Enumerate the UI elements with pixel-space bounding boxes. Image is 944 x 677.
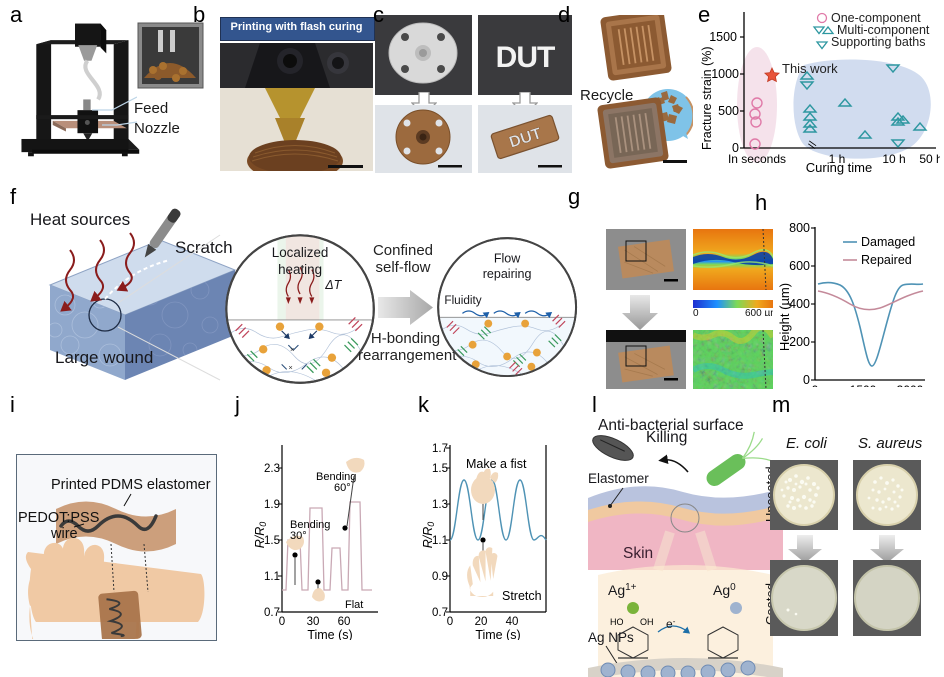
svg-text:Repaired: Repaired	[861, 253, 912, 267]
svg-text:HO: HO	[610, 617, 624, 627]
svg-text:In seconds: In seconds	[728, 152, 786, 166]
svg-text:10 h: 10 h	[882, 152, 905, 166]
svg-text:0.7: 0.7	[432, 607, 448, 619]
svg-text:1500: 1500	[709, 30, 737, 44]
svg-text:Printed PDMS elastomer: Printed PDMS elastomer	[51, 477, 211, 493]
svg-text:Fluidity: Fluidity	[444, 294, 481, 307]
svg-text:ΔT: ΔT	[324, 278, 342, 292]
svg-text:1.9: 1.9	[264, 499, 280, 511]
svg-text:Supporting baths: Supporting baths	[831, 35, 926, 49]
svg-text:Time (s): Time (s)	[475, 628, 520, 640]
svg-text:0: 0	[279, 616, 285, 628]
svg-text:1.7: 1.7	[432, 443, 448, 455]
svg-text:800: 800	[789, 222, 810, 235]
svg-text:0.9: 0.9	[432, 571, 448, 583]
svg-text:Height (µm): Height (µm)	[777, 283, 792, 351]
svg-text:Elastomer: Elastomer	[588, 471, 649, 486]
svg-text:Localized: Localized	[272, 245, 329, 260]
svg-text:1000: 1000	[711, 67, 739, 81]
svg-text:60°: 60°	[334, 482, 351, 494]
svg-text:Stretch: Stretch	[502, 589, 542, 603]
svg-text:600 µm: 600 µm	[745, 308, 773, 316]
svg-text:Recycle: Recycle	[580, 87, 633, 104]
svg-text:3000: 3000	[897, 383, 924, 387]
svg-text:600: 600	[789, 259, 810, 273]
svg-text:Heat sources: Heat sources	[30, 210, 130, 229]
svg-text:×: ×	[290, 345, 294, 354]
svg-text:60: 60	[338, 616, 351, 628]
svg-text:R/R0: R/R0	[421, 522, 436, 549]
svg-text:1.3: 1.3	[432, 499, 448, 511]
svg-text:Flow: Flow	[494, 251, 521, 265]
svg-text:wire: wire	[50, 526, 78, 542]
svg-text:0: 0	[812, 383, 819, 387]
svg-text:30°: 30°	[290, 530, 307, 542]
svg-text:40: 40	[506, 616, 519, 628]
svg-text:OH: OH	[640, 617, 654, 627]
svg-text:0.7: 0.7	[264, 607, 280, 619]
svg-text:×: ×	[288, 363, 292, 372]
svg-text:DUT: DUT	[496, 41, 555, 74]
svg-text:Flat: Flat	[345, 599, 363, 611]
svg-text:200: 200	[789, 335, 810, 349]
svg-text:Ag NPs: Ag NPs	[588, 630, 634, 645]
svg-text:1.1: 1.1	[264, 571, 280, 583]
svg-text:30: 30	[307, 616, 320, 628]
svg-text:PEDOT:PSS: PEDOT:PSS	[18, 510, 99, 526]
svg-text:Skin: Skin	[623, 545, 653, 562]
svg-text:Damaged: Damaged	[861, 235, 915, 249]
svg-text:2.3: 2.3	[264, 463, 280, 475]
svg-text:Large wound: Large wound	[55, 348, 153, 367]
svg-text:R/R0: R/R0	[253, 522, 268, 549]
svg-text:Make a fist: Make a fist	[466, 457, 527, 471]
svg-text:50 h: 50 h	[919, 152, 940, 166]
svg-text:Killing: Killing	[646, 429, 687, 446]
svg-text:400: 400	[789, 297, 810, 311]
svg-text:heating: heating	[278, 262, 322, 277]
svg-text:20: 20	[475, 616, 488, 628]
svg-text:0: 0	[803, 373, 810, 387]
svg-text:1.5: 1.5	[432, 463, 448, 475]
svg-text:Curing time: Curing time	[806, 160, 872, 175]
svg-text:Time (s): Time (s)	[307, 628, 352, 640]
svg-text:0: 0	[447, 616, 453, 628]
svg-text:500: 500	[718, 104, 739, 118]
svg-text:This work: This work	[782, 61, 838, 76]
svg-text:0: 0	[693, 308, 699, 316]
svg-text:repairing: repairing	[483, 267, 532, 281]
svg-text:1500: 1500	[850, 383, 877, 387]
